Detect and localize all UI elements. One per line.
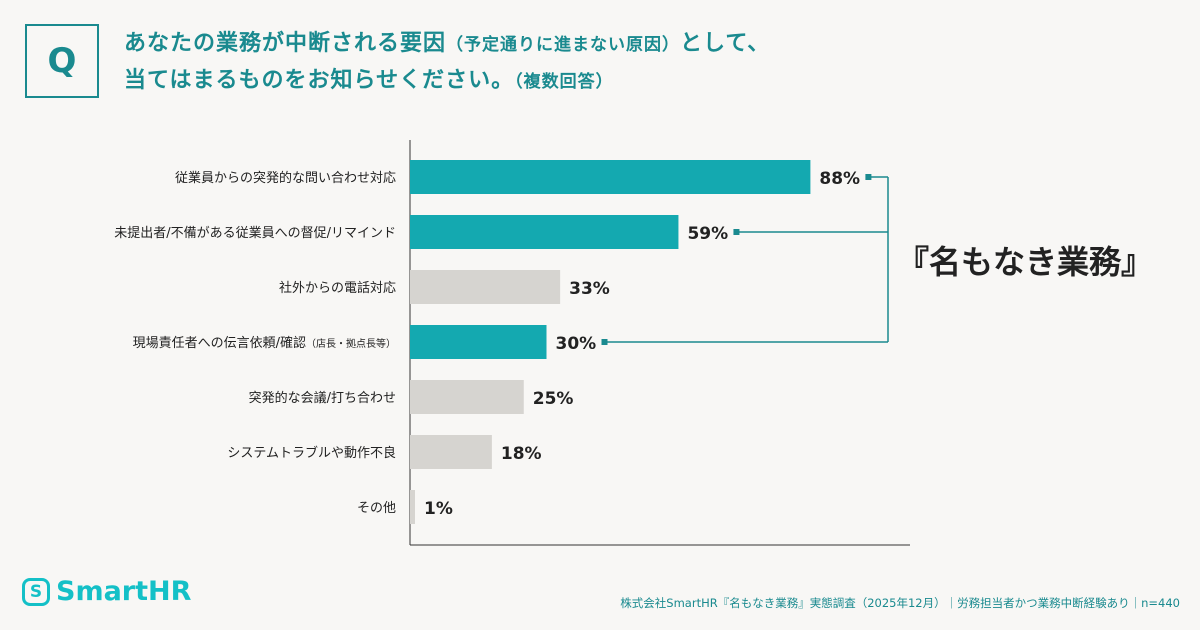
annotation-label: 『名もなき業務』: [897, 243, 1153, 281]
title-line2: 当てはまるものをお知らせください。: [124, 68, 515, 93]
value-label: 33%: [569, 279, 610, 299]
bar: [410, 160, 811, 194]
category-label: 現場責任者への伝言依頼/確認（店長・拠点長等）: [133, 335, 396, 351]
value-label: 1%: [424, 499, 453, 519]
question-title: あなたの業務が中断される要因（予定通りに進まない原因）として、 当てはまるものを…: [124, 26, 770, 100]
smarthr-logo-icon: S: [22, 577, 50, 606]
value-label: 25%: [533, 389, 574, 409]
value-label: 59%: [687, 224, 728, 244]
category-label: システムトラブルや動作不良: [227, 445, 396, 461]
category-label: 未提出者/不備がある従業員への督促/リマインド: [114, 225, 396, 241]
brand-name: SmartHR: [56, 576, 192, 607]
title-line2-paren: （複数回答）: [514, 72, 614, 92]
bar: [410, 380, 524, 414]
category-label: 社外からの電話対応: [279, 280, 396, 296]
question-badge: Q: [25, 24, 99, 98]
smarthr-logo: S SmartHR: [22, 576, 191, 607]
title-line1: あなたの業務が中断される要因: [124, 31, 447, 56]
footer-source: 株式会社SmartHR『名もなき業務』実態調査（2025年12月）｜労務担当者か…: [620, 596, 1180, 610]
value-label: 88%: [819, 169, 860, 189]
title-line1-end: として、: [680, 31, 771, 56]
value-label: 18%: [501, 444, 542, 464]
title-line1-paren: （予定通りに進まない原因）: [446, 35, 681, 55]
bar: [410, 270, 561, 304]
bar: [410, 325, 547, 359]
bar: [410, 215, 679, 249]
value-label: 30%: [556, 334, 597, 354]
category-label: 従業員からの突発的な問い合わせ対応: [175, 170, 396, 186]
category-label: 突発的な会議/打ち合わせ: [249, 390, 396, 406]
bar: [410, 435, 492, 469]
category-label: その他: [357, 501, 396, 516]
bar: [410, 490, 415, 524]
